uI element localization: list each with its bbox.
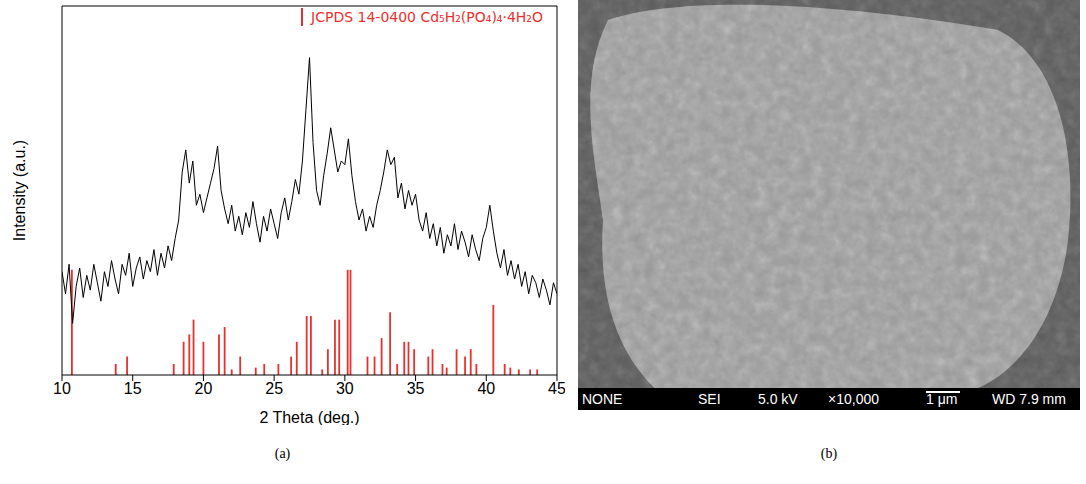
html-text:(b): (b) bbox=[820, 446, 838, 461]
svg-text:15: 15 bbox=[124, 380, 142, 397]
html-text:(a): (a) bbox=[274, 446, 291, 461]
svg-text:1 μm: 1 μm bbox=[926, 391, 957, 407]
svg-text:SEI: SEI bbox=[698, 391, 721, 407]
svg-text:20: 20 bbox=[195, 380, 213, 397]
html-text:JCPDS 14-0400 Cd₅H₂(PO₄)₄·4H₂O: JCPDS 14-0400 Cd₅H₂(PO₄)₄·4H₂O bbox=[311, 9, 543, 25]
svg-text:35: 35 bbox=[407, 380, 425, 397]
svg-text:NONE: NONE bbox=[582, 391, 622, 407]
svg-text:30: 30 bbox=[336, 380, 354, 397]
svg-text:5.0 kV: 5.0 kV bbox=[758, 391, 798, 407]
svg-text:×10,000: ×10,000 bbox=[828, 391, 879, 407]
svg-text:45: 45 bbox=[548, 380, 565, 397]
svg-text:25: 25 bbox=[265, 380, 283, 397]
svg-text:40: 40 bbox=[477, 380, 495, 397]
svg-text:WD 7.9 mm: WD 7.9 mm bbox=[992, 391, 1066, 407]
svg-text:Intensity (a.u.): Intensity (a.u.) bbox=[11, 140, 28, 241]
svg-text:10: 10 bbox=[53, 380, 71, 397]
svg-text:2 Theta (deg.): 2 Theta (deg.) bbox=[259, 409, 359, 425]
